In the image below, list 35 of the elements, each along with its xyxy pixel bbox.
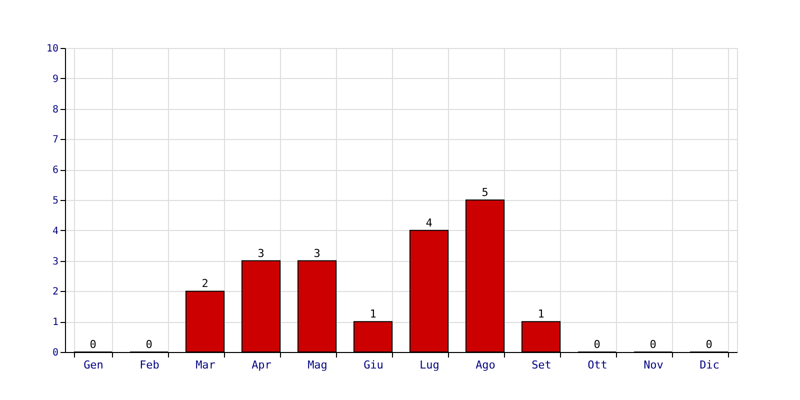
x-tick-label: Set — [532, 358, 552, 372]
x-tick-label: Mag — [308, 358, 328, 372]
y-tick-label: 1 — [52, 317, 58, 328]
x-tick-label: Mar — [196, 358, 216, 372]
data-label: 0 — [706, 338, 712, 351]
y-tick-label: 10 — [46, 44, 58, 54]
x-tick-label: Feb — [140, 358, 160, 372]
x-tick-label: Ago — [476, 358, 496, 372]
y-tick-label: 0 — [52, 348, 58, 358]
x-tick-label: Giu — [364, 358, 384, 372]
x-tick-label: Ott — [588, 358, 608, 372]
y-tick-label: 4 — [52, 226, 58, 237]
y-tick-label: 9 — [52, 74, 58, 85]
data-label: 5 — [482, 186, 488, 199]
data-label: 3 — [258, 246, 264, 260]
data-label: 0 — [594, 338, 600, 351]
data-label: 1 — [370, 308, 376, 321]
x-tick-label: Apr — [252, 358, 272, 372]
x-tick-label: Gen — [84, 358, 104, 372]
y-tick-label: 7 — [52, 134, 58, 146]
y-tick-label: 2 — [52, 286, 58, 298]
data-label: 3 — [314, 246, 320, 260]
y-tick-label: 5 — [52, 196, 58, 206]
x-tick-label: Lug — [420, 358, 440, 372]
data-label: 0 — [146, 338, 152, 351]
y-tick-label: 3 — [52, 256, 58, 268]
data-label: 4 — [426, 216, 433, 230]
y-tick-label: 8 — [52, 104, 58, 116]
data-label: 1 — [538, 308, 544, 321]
x-tick-label: Nov — [644, 358, 664, 372]
x-tick-label: Dic — [700, 358, 720, 372]
y-tick-label: 6 — [52, 165, 58, 176]
data-label: 0 — [650, 338, 656, 351]
data-label: 0 — [90, 338, 96, 351]
data-label: 2 — [202, 277, 208, 290]
